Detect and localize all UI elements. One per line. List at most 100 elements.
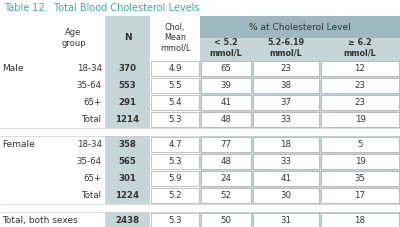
Text: Age
group: Age group xyxy=(61,28,86,48)
Bar xyxy=(105,187,150,204)
Text: 12: 12 xyxy=(354,64,366,73)
Text: 370: 370 xyxy=(118,64,136,73)
Bar xyxy=(200,170,400,187)
Bar xyxy=(151,188,199,203)
Text: 35-64: 35-64 xyxy=(77,81,102,90)
Bar xyxy=(0,187,400,204)
Bar xyxy=(253,61,319,76)
Bar xyxy=(105,77,150,94)
Bar xyxy=(105,16,150,60)
Bar xyxy=(151,213,199,227)
Text: 18-34: 18-34 xyxy=(77,64,102,73)
Text: 65: 65 xyxy=(220,64,232,73)
Text: 19: 19 xyxy=(354,115,366,124)
Text: 41: 41 xyxy=(280,174,292,183)
Bar xyxy=(200,153,400,170)
Text: 39: 39 xyxy=(220,81,232,90)
Text: 18-34: 18-34 xyxy=(77,140,102,149)
Text: Male: Male xyxy=(2,64,24,73)
Text: 23: 23 xyxy=(354,98,366,107)
Text: 1214: 1214 xyxy=(116,115,140,124)
Text: 23: 23 xyxy=(354,81,366,90)
Bar xyxy=(151,61,199,76)
Bar xyxy=(0,128,400,136)
Bar xyxy=(253,213,319,227)
Bar xyxy=(201,112,251,127)
Text: 19: 19 xyxy=(354,157,366,166)
Bar xyxy=(253,95,319,110)
Bar xyxy=(105,60,150,77)
Bar xyxy=(201,154,251,169)
Text: 48: 48 xyxy=(220,157,232,166)
Text: 18: 18 xyxy=(354,216,366,225)
Text: 37: 37 xyxy=(280,98,292,107)
Text: 17: 17 xyxy=(354,191,366,200)
Bar xyxy=(200,16,400,60)
Bar xyxy=(200,111,400,128)
Text: 5.4: 5.4 xyxy=(168,98,182,107)
Bar xyxy=(0,170,400,187)
Text: Chol,
Mean
mmol/L: Chol, Mean mmol/L xyxy=(160,23,190,53)
Text: 65+: 65+ xyxy=(84,174,102,183)
Text: 565: 565 xyxy=(119,157,136,166)
Text: Total, both sexes: Total, both sexes xyxy=(2,216,78,225)
Bar xyxy=(321,171,399,186)
Text: 35-64: 35-64 xyxy=(77,157,102,166)
Text: Table 12.  Total Blood Cholesterol Levels: Table 12. Total Blood Cholesterol Levels xyxy=(4,3,200,13)
Text: % at Cholesterol Level: % at Cholesterol Level xyxy=(249,22,351,32)
Bar xyxy=(321,78,399,93)
Text: Total: Total xyxy=(82,191,102,200)
Bar xyxy=(0,212,400,227)
Text: 301: 301 xyxy=(118,174,136,183)
Text: 2438: 2438 xyxy=(116,216,140,225)
Bar xyxy=(321,154,399,169)
Bar xyxy=(200,77,400,94)
Text: 30: 30 xyxy=(280,191,292,200)
Bar xyxy=(253,188,319,203)
Text: 5: 5 xyxy=(357,140,363,149)
Bar xyxy=(0,136,400,153)
Bar xyxy=(151,171,199,186)
Bar xyxy=(321,213,399,227)
Bar xyxy=(200,136,400,153)
Text: 77: 77 xyxy=(220,140,232,149)
Text: 4.7: 4.7 xyxy=(168,140,182,149)
Bar xyxy=(0,16,400,60)
Bar xyxy=(200,187,400,204)
Text: 35: 35 xyxy=(354,174,366,183)
Bar xyxy=(200,60,400,77)
Text: 50: 50 xyxy=(220,216,232,225)
Bar xyxy=(0,0,400,16)
Text: 5.9: 5.9 xyxy=(168,174,182,183)
Bar xyxy=(105,153,150,170)
Bar xyxy=(201,171,251,186)
Text: Total: Total xyxy=(82,115,102,124)
Bar xyxy=(0,153,400,170)
Text: 31: 31 xyxy=(280,216,292,225)
Bar xyxy=(321,61,399,76)
Bar xyxy=(0,77,400,94)
Text: 38: 38 xyxy=(280,81,292,90)
Bar xyxy=(105,111,150,128)
Bar xyxy=(321,188,399,203)
Bar xyxy=(253,137,319,152)
Bar xyxy=(253,112,319,127)
Bar xyxy=(200,16,400,38)
Text: 553: 553 xyxy=(119,81,136,90)
Text: 48: 48 xyxy=(220,115,232,124)
Text: 5.2-6.19
mmol/L: 5.2-6.19 mmol/L xyxy=(268,38,304,58)
Text: < 5.2
mmol/L: < 5.2 mmol/L xyxy=(210,38,242,58)
Text: 18: 18 xyxy=(280,140,292,149)
Text: 358: 358 xyxy=(118,140,136,149)
Bar xyxy=(151,95,199,110)
Text: 5.2: 5.2 xyxy=(168,191,182,200)
Bar xyxy=(151,112,199,127)
Text: 291: 291 xyxy=(118,98,136,107)
Text: N: N xyxy=(124,34,131,42)
Text: 5.3: 5.3 xyxy=(168,216,182,225)
Bar xyxy=(201,95,251,110)
Text: 52: 52 xyxy=(220,191,232,200)
Bar xyxy=(105,170,150,187)
Text: 33: 33 xyxy=(280,157,292,166)
Bar xyxy=(200,212,400,227)
